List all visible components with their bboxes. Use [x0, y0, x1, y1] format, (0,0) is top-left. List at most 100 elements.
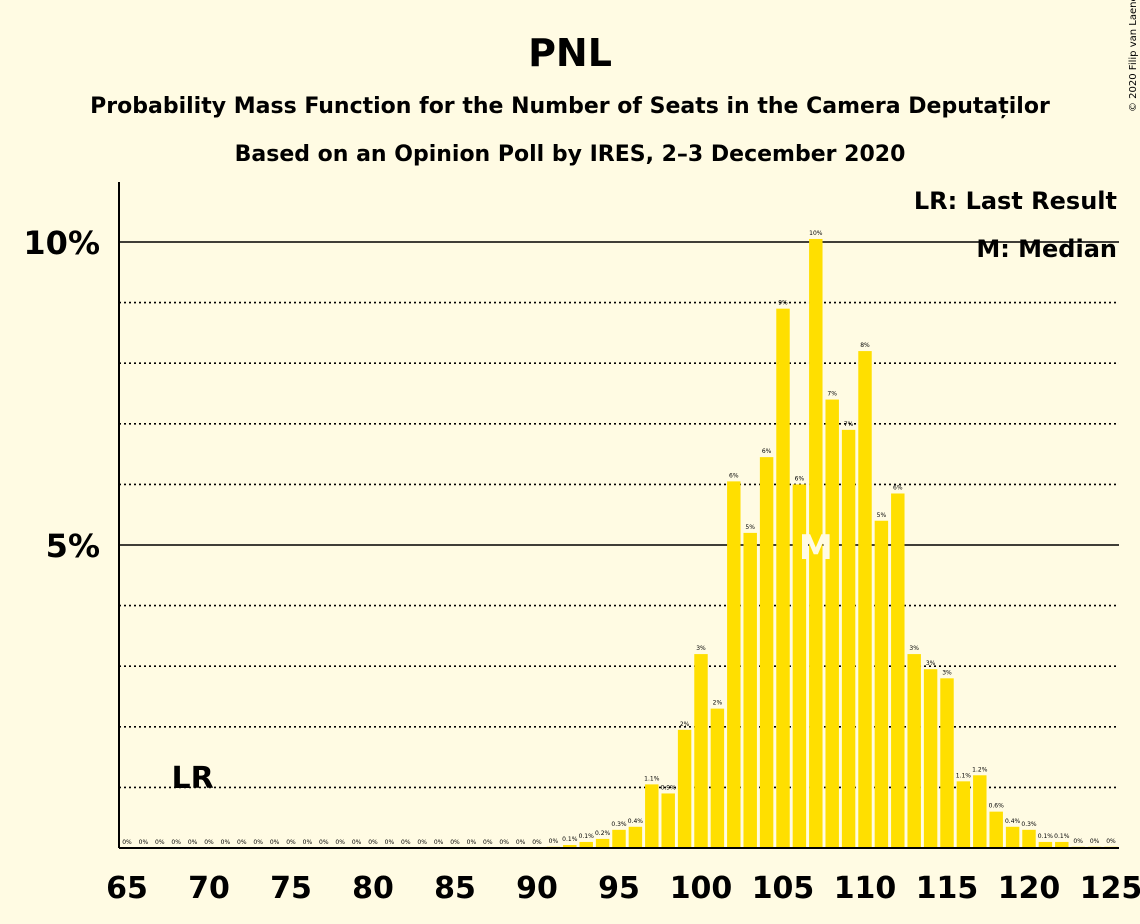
bar-label-102: 6% [729, 472, 739, 479]
bar-label-92: 0.1% [562, 836, 578, 843]
last-result-marker: LR [171, 761, 213, 796]
bar-label-89: 0% [516, 839, 526, 846]
bar-label-103: 5% [745, 524, 755, 531]
bar-label-81: 0% [385, 839, 395, 846]
bar-106 [792, 484, 807, 848]
bar-label-100: 3% [696, 645, 706, 652]
bar-116 [956, 781, 971, 848]
chart-title: PNL [528, 31, 612, 75]
bar-label-77: 0% [319, 839, 329, 846]
x-tick-label-100: 100 [670, 871, 733, 906]
bar-label-84: 0% [434, 839, 444, 846]
bar-121 [1038, 841, 1053, 848]
bar-label-120: 0.3% [1021, 821, 1037, 828]
bar-label-79: 0% [352, 839, 362, 846]
legend-median: M: Median [976, 235, 1117, 263]
bar-104 [759, 457, 774, 848]
bar-label-66: 0% [139, 839, 149, 846]
bar-99 [677, 729, 692, 848]
bar-label-68: 0% [171, 839, 181, 846]
bar-label-82: 0% [401, 839, 411, 846]
bar-label-123: 0% [1073, 838, 1083, 845]
y-tick-labels: 5% 10% [23, 224, 100, 565]
x-tick-label-85: 85 [434, 871, 476, 906]
x-tick-label-115: 115 [916, 871, 979, 906]
bar-label-76: 0% [303, 839, 313, 846]
bar-label-109: 7% [844, 421, 854, 428]
bar-label-74: 0% [270, 839, 280, 846]
x-tick-label-95: 95 [598, 871, 640, 906]
bar-115 [940, 678, 954, 848]
bar-110 [858, 351, 872, 848]
bar-109 [841, 429, 856, 848]
grid-lines [119, 241, 1119, 789]
bar-label-113: 3% [909, 645, 919, 652]
bar-label-111: 5% [877, 512, 887, 519]
bar-label-90: 0% [532, 839, 542, 846]
y-tick-label-10: 10% [23, 224, 100, 262]
bar-label-73: 0% [253, 839, 263, 846]
x-tick-label-75: 75 [270, 871, 312, 906]
bar-label-67: 0% [155, 839, 165, 846]
bar-label-106: 6% [795, 475, 805, 482]
bar-label-96: 0.4% [628, 818, 644, 825]
bars [546, 238, 1118, 849]
bar-label-122: 0.1% [1054, 833, 1070, 840]
bar-label-115: 3% [942, 669, 952, 676]
bar-label-117: 1.2% [972, 766, 988, 773]
bar-label-104: 6% [762, 448, 772, 455]
bar-label-93: 0.1% [579, 833, 595, 840]
bar-92 [563, 844, 577, 848]
bar-107 [809, 238, 823, 849]
bar-118 [989, 811, 1003, 848]
bar-label-99: 2% [680, 721, 690, 728]
bar-label-69: 0% [188, 839, 198, 846]
bar-label-86: 0% [467, 839, 477, 846]
chart-subtitle-1: Probability Mass Function for the Number… [90, 94, 1050, 119]
bar-labels: 0% 0% 0% 0% 0% 0% 0% 0% 0% 0% 0% 0% 0% 0% 0% 0% 0% 0% 0% 0%… [122, 230, 1116, 846]
bar-label-65: 0% [122, 839, 132, 846]
bar-label-114: 3% [926, 660, 936, 667]
bar-103 [743, 532, 757, 848]
bar-95 [612, 829, 626, 848]
bar-label-124: 0% [1090, 838, 1100, 845]
bar-label-70: 0% [204, 839, 214, 846]
median-marker: M [799, 528, 833, 568]
bar-label-108: 7% [827, 391, 837, 398]
bar-117 [973, 775, 987, 848]
x-tick-label-125: 125 [1080, 871, 1140, 906]
bar-96 [628, 826, 643, 848]
bar-label-110: 8% [860, 342, 870, 349]
bar-108 [825, 399, 839, 848]
bar-label-105: 9% [778, 300, 788, 307]
bar-label-91: 0% [549, 838, 559, 845]
bar-label-98: 0.9% [661, 784, 677, 791]
bar-113 [907, 654, 921, 848]
x-tick-label-90: 90 [516, 871, 558, 906]
bar-93 [579, 841, 593, 848]
bar-label-85: 0% [450, 839, 460, 846]
bar-label-72: 0% [237, 839, 247, 846]
bar-label-97: 1.1% [644, 775, 660, 782]
bar-102 [727, 481, 741, 848]
x-tick-label-110: 110 [834, 871, 897, 906]
bar-100 [694, 654, 708, 848]
x-tick-label-105: 105 [752, 871, 815, 906]
bar-label-101: 2% [713, 700, 723, 707]
bar-label-75: 0% [286, 839, 296, 846]
bar-97 [645, 784, 659, 848]
copyright: © 2020 Filip van Laenen [1128, 0, 1139, 112]
x-tick-labels: 65 70 75 80 85 90 95 100 105 110 115 120 125 [106, 871, 1140, 906]
y-tick-label-5: 5% [46, 527, 100, 565]
bar-label-71: 0% [221, 839, 231, 846]
bar-label-87: 0% [483, 839, 493, 846]
bar-114 [923, 669, 938, 848]
bar-120 [1022, 829, 1036, 848]
bar-label-125: 0% [1106, 838, 1116, 845]
bar-label-80: 0% [368, 839, 378, 846]
bar-94 [595, 838, 610, 848]
bar-label-116: 1.1% [956, 772, 972, 779]
bar-label-94: 0.2% [595, 830, 611, 837]
x-tick-label-120: 120 [998, 871, 1061, 906]
